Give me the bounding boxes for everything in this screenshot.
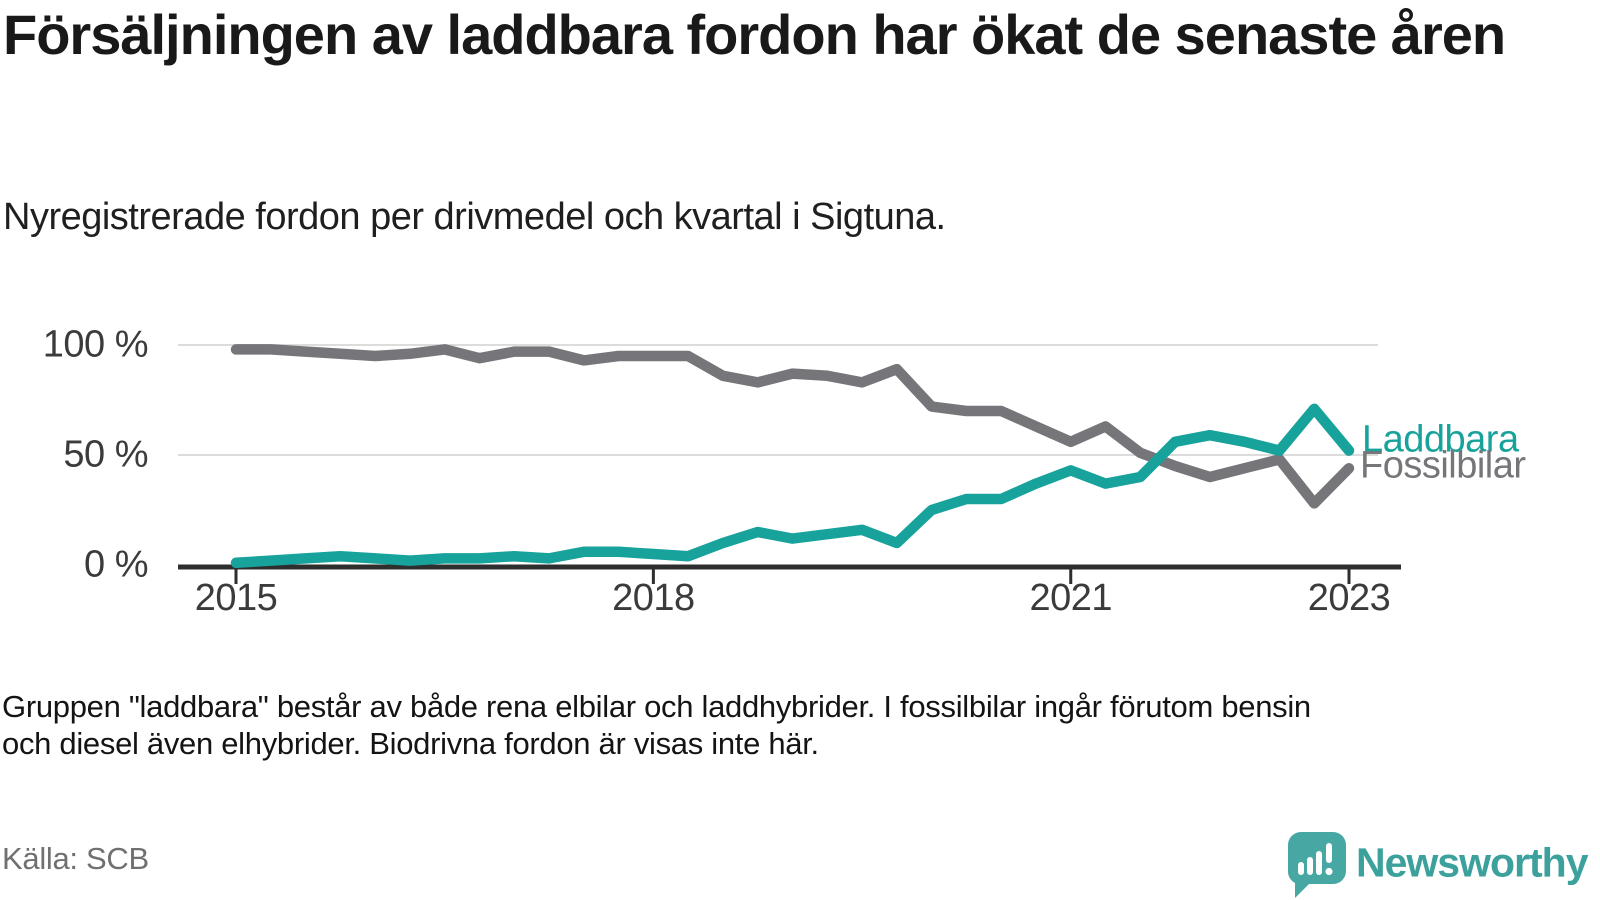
x-tick-label: 2015 [194,577,278,619]
y-tick-label: 100 % [42,323,149,366]
y-tick-label: 0 % [84,543,148,586]
x-tick-label: 2023 [1307,577,1391,619]
source-note: Källa: SCB [2,841,149,876]
series-line-fossilbilar [230,344,1355,509]
speech-bubble-bar-chart-icon [1287,832,1346,898]
y-tick-label: 50 % [63,433,148,476]
chart-footnote: Gruppen "laddbara" består av både rena e… [2,688,1598,762]
x-tick-label: 2021 [1029,577,1113,619]
chart-subtitle: Nyregistrerade fordon per drivmedel och … [3,196,946,238]
series-label-fossilbilar: Fossilbilar [1360,444,1526,487]
page-title: Försäljningen av laddbara fordon har öka… [3,3,1506,66]
x-tick-label: 2018 [612,577,695,619]
series-line-laddbara [230,403,1355,569]
series-label-laddbara: Laddbara [1362,418,1519,461]
branding: Newsworthy [1286,832,1588,900]
brand-wordmark: Newsworthy [1356,839,1588,886]
footnote-line-2: och diesel även elhybrider. Biodrivna fo… [2,726,819,761]
footnote-line-1: Gruppen "laddbara" består av både rena e… [2,689,1311,724]
